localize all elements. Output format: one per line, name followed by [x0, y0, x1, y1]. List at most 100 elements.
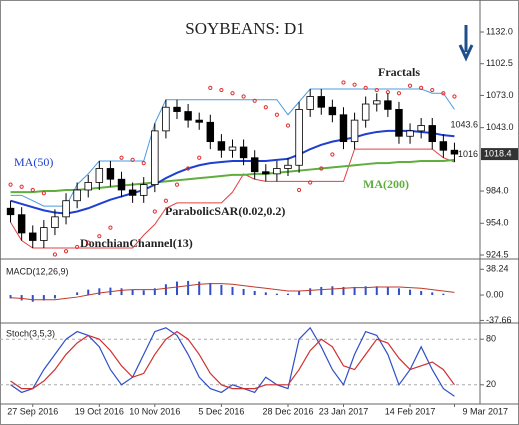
x-tick-label: 5 Dec 2016 [198, 406, 244, 416]
candle-body [206, 121, 215, 143]
candle-body [273, 168, 281, 175]
macd-bar [309, 288, 312, 296]
macd-bar [176, 281, 179, 296]
ma200-label: MA(200) [363, 177, 409, 191]
sar-dot [30, 187, 35, 193]
macd-bar [142, 290, 145, 296]
x-tick-label: 19 Oct 2016 [75, 406, 124, 416]
last-price: 1018.4 [484, 148, 512, 158]
macd-bar [198, 281, 201, 296]
sar-label: ParabolicSAR(0.02,0.2) [165, 204, 285, 218]
candle-body [328, 106, 337, 116]
sar-dot [8, 182, 13, 187]
macd-bar [231, 286, 234, 296]
sar-dot [19, 184, 24, 189]
sar-dot [119, 155, 124, 160]
candle-body [162, 106, 170, 132]
y-tick-label: -37.66 [486, 315, 512, 325]
macd-bar [253, 291, 256, 296]
sar-dot [141, 161, 146, 166]
macd-bar [31, 295, 34, 302]
candle-body [450, 149, 459, 155]
macd-bar [42, 295, 45, 301]
candle-body [17, 214, 26, 234]
stoch-k [10, 326, 455, 397]
sar-dot [219, 87, 224, 93]
macd-bar [131, 289, 134, 296]
sar-dot [407, 83, 413, 88]
x-tick-label: 23 Jan 2017 [319, 406, 369, 416]
sar-dot [41, 191, 46, 196]
macd-label: MACD(12,26,9) [6, 266, 69, 276]
macd-bar [164, 284, 167, 296]
sar-dot [296, 187, 302, 193]
sar-dot [97, 234, 102, 239]
chart-title: SOYBEANS: D1 [185, 19, 305, 38]
y-tick-label: 80 [486, 334, 496, 344]
sar-dot [308, 180, 313, 185]
candle-body [384, 100, 392, 110]
level-label: 1043.6 [450, 119, 478, 129]
y-tick-label: 38.24 [486, 264, 509, 274]
level-label: 1016 [458, 149, 478, 159]
sar-dot [75, 244, 80, 250]
candle-body [62, 200, 70, 218]
candle-body [106, 168, 115, 180]
macd-bar [342, 286, 345, 296]
macd-bar [20, 295, 23, 301]
candle-body [439, 141, 448, 151]
sar-dot [452, 94, 457, 99]
macd-bar [442, 293, 445, 296]
y-tick-label: 1043.0 [486, 122, 514, 132]
macd-bar [120, 288, 123, 296]
donchian-upper [10, 88, 455, 207]
sar-dot [352, 82, 357, 87]
candle-body [239, 146, 248, 159]
candle-body [151, 130, 159, 186]
candle-body [184, 111, 192, 121]
y-tick-label: 1073.0 [486, 90, 514, 100]
sar-dot [186, 166, 191, 171]
donchian-label: DonchianChannel(13) [80, 236, 193, 250]
candle-body [295, 108, 303, 166]
candle-body [373, 100, 381, 105]
ma50-line [10, 129, 455, 215]
sar-dot [441, 91, 446, 96]
sar-dot [330, 152, 335, 157]
macd-bar [209, 282, 212, 296]
macd-bar [53, 295, 56, 299]
candle-body [262, 171, 270, 175]
candle-body [173, 106, 181, 112]
stoch-label: Stoch(3,5,3) [6, 328, 55, 338]
y-tick-label: 984.0 [486, 185, 509, 195]
sar-dot [152, 209, 157, 214]
candle-body [350, 119, 359, 143]
x-tick-label: 9 Mar 2017 [462, 406, 508, 416]
sar-dot [252, 98, 257, 103]
sar-dot [263, 105, 268, 110]
macd-bar [397, 288, 400, 296]
candle-body [306, 96, 314, 110]
y-tick-label: 1102.5 [486, 58, 513, 68]
y-tick-label: 924.5 [486, 249, 509, 259]
sar-dot [86, 240, 91, 245]
stoch-d [10, 330, 455, 390]
candle-body [395, 108, 403, 137]
sar-dot [52, 252, 58, 257]
macd-bar [431, 292, 434, 296]
sar-dot [108, 225, 113, 230]
macd-bar [9, 295, 12, 299]
x-tick-label: 27 Sep 2016 [7, 406, 58, 416]
x-tick-label: 28 Dec 2016 [262, 406, 313, 416]
macd-bar [153, 288, 156, 296]
candle-body [361, 103, 370, 121]
x-tick-label: 14 Feb 2017 [385, 406, 436, 416]
y-tick-label: 954.0 [486, 218, 509, 228]
sar-dot [396, 91, 402, 96]
sar-dot [319, 166, 324, 171]
candle-body [117, 178, 126, 191]
candle-body [29, 232, 37, 241]
candle-body [406, 130, 414, 137]
